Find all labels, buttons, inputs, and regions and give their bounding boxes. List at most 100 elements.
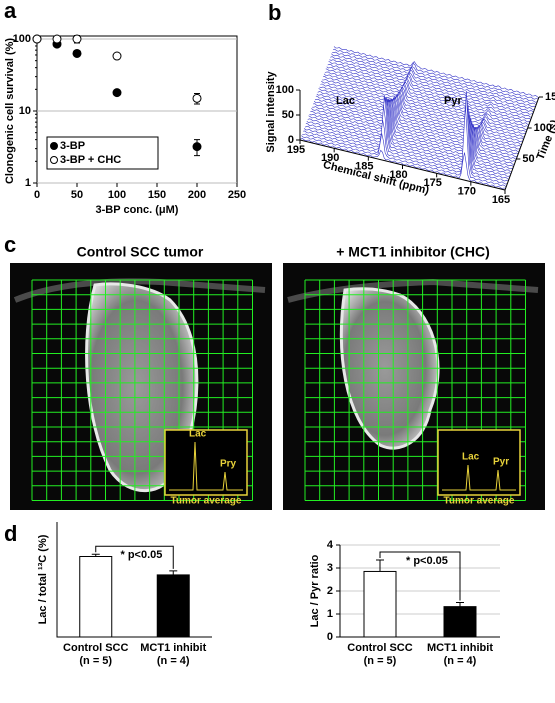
spectrum-trace [326, 66, 532, 118]
y-tick-label: 0 [327, 631, 333, 643]
error-bar [376, 559, 384, 572]
spectrum-trace [327, 63, 533, 115]
mri-tissue [287, 278, 539, 303]
x-tick-label: Control SCC [63, 642, 128, 654]
spectrum-trace [300, 138, 506, 189]
spectrum-trace [331, 53, 537, 106]
waterfall-plot [300, 46, 540, 189]
x-tick-label: 175 [423, 177, 441, 189]
data-point [52, 34, 62, 44]
image-title: + MCT1 inhibitor (CHC) [336, 244, 490, 260]
legend-label: 3-BP [60, 140, 85, 152]
significance-bracket [95, 545, 174, 569]
z-tick-label: 150 [545, 91, 555, 103]
spectrum-trace [328, 60, 534, 113]
panel-label: d [4, 521, 17, 546]
x-tick-label: 50 [71, 189, 83, 201]
inset-label: Pyr [493, 457, 509, 468]
x-tick-label: (n = 5) [79, 655, 112, 667]
inset-label: Pry [220, 459, 237, 470]
x-tick-label: 190 [321, 152, 339, 164]
data-point [72, 34, 82, 44]
bar [363, 570, 397, 638]
y-tick-label: 0 [288, 134, 294, 146]
image-title: Control SCC tumor [77, 244, 204, 260]
spectrum-trace [323, 73, 530, 126]
x-tick-label: MCT1 inhibit [140, 642, 206, 654]
significance-label: * p<0.05 [406, 555, 448, 567]
inset-caption: Tumor average [171, 496, 242, 507]
x-tick-label: (n = 4) [444, 655, 477, 667]
y-axis-label: Signal intensity [265, 70, 277, 152]
y-tick-label: 100 [276, 84, 294, 96]
inset-box [164, 429, 248, 496]
inset-label: Lac [462, 452, 480, 463]
y-axis-label: Clonogenic cell survival (%) [4, 38, 16, 184]
panel-label: b [268, 0, 281, 25]
spectrum-trace [329, 59, 535, 111]
x-tick-label: 0 [34, 189, 40, 201]
x-tick-label: (n = 4) [157, 655, 190, 667]
x-axis-label: 3-BP conc. (μM) [96, 204, 179, 216]
spectrum-trace [325, 68, 531, 120]
bar [79, 556, 113, 638]
significance-label: * p<0.05 [121, 549, 163, 561]
z-tick-label: 50 [522, 153, 534, 165]
y-tick-label: 4 [327, 539, 334, 551]
inset-caption: Tumor average [444, 496, 515, 507]
mri-panels [10, 263, 545, 510]
spectrum-trace [324, 71, 531, 123]
legend-marker [50, 156, 58, 164]
spectrum-trace [301, 105, 507, 188]
bar [156, 574, 190, 638]
axis-line [299, 96, 540, 191]
y-tick-label: 1 [25, 177, 31, 189]
voxel-grid [304, 279, 526, 501]
spectrum-trace [333, 48, 539, 100]
x-tick-label: 180 [389, 169, 407, 181]
data-point [192, 93, 202, 103]
x-tick-label: 185 [355, 161, 373, 173]
error-bar [91, 553, 100, 557]
y-tick-label: 100 [13, 33, 31, 45]
spectrum-trace [333, 46, 540, 98]
x-tick-label: 100 [108, 189, 126, 201]
y-tick-label: 50 [282, 109, 294, 121]
peak-label: Pyr [444, 95, 462, 107]
spectrum-trace [320, 83, 526, 135]
y-axis-label: Lac / total ¹³C (%) [37, 534, 49, 624]
significance-bracket [379, 551, 461, 601]
spectrum-trace [312, 99, 518, 158]
voxel-grid [31, 279, 253, 501]
x-tick-label: (n = 5) [364, 655, 397, 667]
bar [443, 606, 477, 638]
x-tick-label: 195 [287, 144, 305, 156]
y-tick-label: 1 [327, 608, 333, 620]
x-tick-label: 165 [492, 194, 510, 206]
panel-label: c [4, 232, 16, 257]
spectrum-trace [314, 97, 521, 150]
legend-box [46, 136, 159, 170]
data-point [72, 48, 82, 58]
x-tick-label: MCT1 inhibit [427, 642, 493, 654]
y-tick-label: 2 [327, 585, 333, 597]
x-tick-label: 200 [188, 189, 206, 201]
x-tick-label: Control SCC [347, 642, 412, 654]
inset-label: Lac [189, 429, 207, 440]
inset-spectrum [442, 464, 516, 491]
y-tick-label: 3 [327, 562, 333, 574]
inset-spectrum [169, 441, 243, 491]
error-bar [456, 602, 464, 607]
error-bar [169, 570, 178, 575]
y-tick-label: 10 [19, 105, 31, 117]
inset-box [437, 429, 521, 496]
spectrum-trace [311, 98, 517, 160]
z-tick-label: 100 [534, 122, 552, 134]
x-tick-label: 150 [148, 189, 166, 201]
data-point [112, 51, 122, 61]
data-point [112, 88, 122, 98]
peak-label: Lac [336, 95, 355, 107]
spectrum-trace [322, 78, 528, 130]
mri-tissue [13, 278, 266, 303]
spectrum-trace [323, 76, 529, 127]
